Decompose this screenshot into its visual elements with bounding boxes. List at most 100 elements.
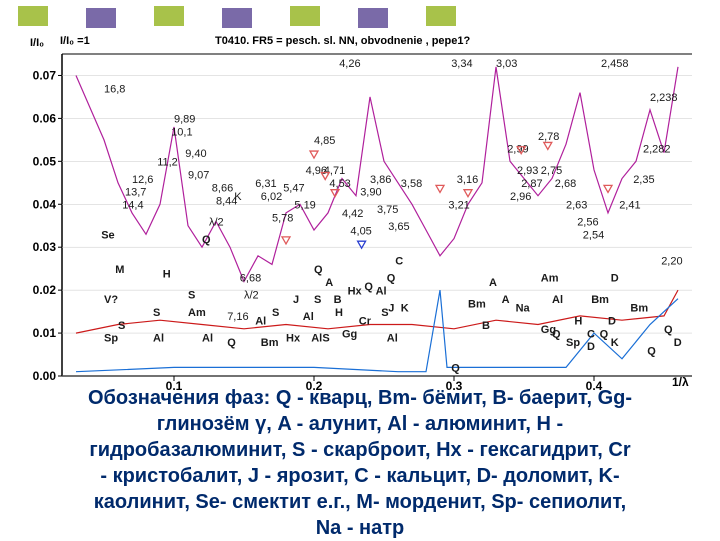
phase-marker: H (163, 268, 171, 280)
caption-line: глинозём γ, A - алунит, Al - алюминит, H… (156, 413, 564, 435)
phase-marker: Al (311, 333, 322, 345)
phase-marker: H (574, 315, 582, 327)
phase-marker: Am (541, 273, 559, 285)
peak-label: 5,19 (294, 200, 315, 212)
phase-marker: Al (552, 294, 563, 306)
phase-marker: S (272, 307, 279, 319)
phase-marker: C (587, 328, 595, 340)
peak-triangle-marker (542, 141, 553, 151)
phase-marker: S (153, 307, 160, 319)
phase-marker: J (388, 303, 394, 315)
phase-marker: Gg (342, 328, 357, 340)
peak-label: 2,41 (619, 200, 640, 212)
peak-label: 3,21 (448, 200, 469, 212)
series-line-0 (75, 66, 679, 283)
phase-marker: D (611, 273, 619, 285)
phase-marker: Q (202, 234, 211, 246)
phase-marker: Q (451, 363, 460, 375)
header-square (154, 6, 184, 26)
peak-label: 4,85 (314, 135, 335, 147)
phase-marker: Am (188, 307, 206, 319)
peak-label: 5,47 (283, 182, 304, 194)
peak-triangle-marker (329, 189, 341, 198)
peak-label: λ/2 (244, 290, 259, 302)
header-square (222, 8, 252, 28)
phase-marker: Se (101, 230, 114, 242)
phase-marker: A (489, 277, 497, 289)
peak-label: 2,87 (521, 178, 542, 190)
x-tick-label: 0.3 (446, 379, 463, 390)
peak-label: 4,42 (342, 208, 363, 220)
x-axis-label: 1/λ (672, 375, 689, 389)
peak-label: 8,44 (216, 195, 237, 207)
peak-triangle-marker (308, 150, 320, 160)
phase-marker: Bm (468, 298, 486, 310)
peak-label: 3,75 (377, 204, 398, 216)
peak-label: 2,63 (566, 200, 587, 212)
phase-marker: Al (387, 333, 398, 345)
phase-marker: S (314, 294, 321, 306)
phase-marker: Q (364, 281, 373, 293)
peak-label: 4,71 (324, 165, 345, 177)
peak-label: 10,1 (171, 127, 192, 139)
phase-marker: Q (647, 346, 656, 358)
phase-marker: S (322, 333, 329, 345)
peak-label: 6,02 (261, 191, 282, 203)
phase-marker: Q (314, 264, 323, 276)
phase-marker: Q (552, 328, 561, 340)
peak-label: λ/2 (209, 217, 224, 229)
header-square (426, 6, 456, 26)
header-square (18, 6, 48, 26)
peak-label: 6,31 (255, 178, 276, 190)
peak-label: 4,05 (350, 225, 371, 237)
plot-background (20, 35, 710, 390)
phase-marker: Q (664, 324, 673, 336)
peak-label: 9,07 (188, 170, 209, 182)
peak-label: 3,90 (360, 187, 381, 199)
peak-label: 3,65 (388, 221, 409, 233)
phase-marker: Na (516, 303, 531, 315)
peak-label: 7,16 (227, 311, 248, 323)
y-tick-label: 0.02 (33, 283, 57, 297)
peak-label: 6,68 (240, 273, 261, 285)
y-tick-label: 0.03 (33, 240, 57, 254)
phase-marker: Bm (261, 337, 279, 349)
phase-marker: J (293, 294, 299, 306)
phase-marker: B (334, 294, 342, 306)
phase-marker: A (325, 277, 333, 289)
chart-title-left: I/I₀ =1 (60, 35, 90, 47)
peak-label: 3,86 (370, 174, 391, 186)
phase-legend-caption: Обозначения фаз: Q - кварц, Bm- бёмит, B… (10, 385, 710, 541)
phase-marker: H (335, 307, 343, 319)
x-tick-label: 0.2 (306, 379, 323, 390)
phase-marker: Cr (359, 315, 372, 327)
phase-marker: Q (387, 273, 396, 285)
x-tick-label: 0.1 (166, 379, 183, 390)
caption-line: Na - натр (315, 517, 405, 539)
phase-marker: Al (303, 311, 314, 323)
phase-marker: A (502, 294, 510, 306)
phase-marker: D (608, 315, 616, 327)
phase-marker: Q (600, 328, 609, 340)
peak-label: 2,78 (538, 131, 559, 143)
phase-marker: Gg (541, 324, 556, 336)
peak-triangle-marker (462, 189, 474, 198)
peak-label: 8,66 (212, 182, 233, 194)
phase-marker: Q (227, 337, 236, 349)
phase-marker: C (395, 255, 403, 267)
y-tick-label: 0.04 (33, 197, 57, 211)
phase-marker: M (115, 264, 124, 276)
header-square (86, 8, 116, 28)
phase-marker: Sp (566, 337, 580, 349)
peak-label: 2,54 (583, 230, 604, 242)
peak-label: 2,56 (577, 217, 598, 229)
phase-marker: K (611, 337, 619, 349)
y-axis-label: I/I₀ (30, 37, 44, 49)
phase-marker: B (482, 320, 490, 332)
peak-label: 3,58 (401, 178, 422, 190)
header-square (290, 6, 320, 26)
y-tick-label: 0.07 (33, 68, 57, 82)
series-line-2 (75, 289, 679, 373)
peak-label: 3,16 (457, 174, 478, 186)
y-tick-label: 0.01 (33, 326, 57, 340)
